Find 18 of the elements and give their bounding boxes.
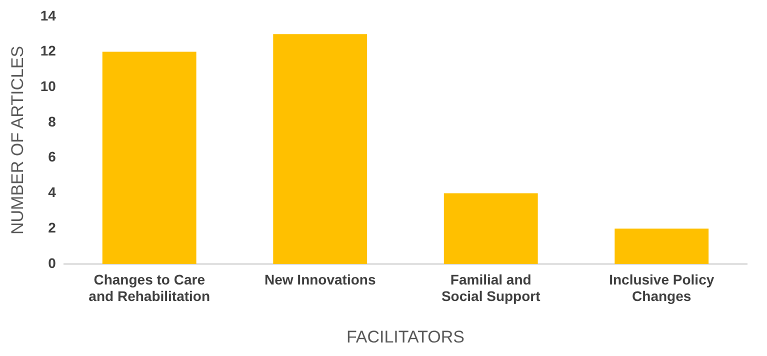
y-tick-label: 6 [48,148,56,165]
x-axis-title: FACILITATORS [346,327,465,346]
y-tick-label: 14 [40,7,56,24]
bar [614,228,709,264]
x-tick-label: Changes to Care and Rehabilitation [88,271,210,304]
bar [273,34,368,264]
x-tick-label: New Innovations [264,271,376,288]
x-tick-label: Familial and Social Support [441,271,541,304]
y-tick-label: 8 [48,113,56,130]
bar [102,52,196,264]
x-tick-label: Inclusive Policy Changes [609,271,714,304]
y-axis-title: NUMBER OF ARTICLES [8,46,27,235]
y-tick-label: 12 [40,42,56,59]
y-tick-label: 4 [48,184,56,200]
bar [444,193,538,264]
y-tick-label: 10 [40,78,56,94]
y-tick-label: 0 [48,254,56,271]
y-tick-label: 2 [48,219,56,236]
